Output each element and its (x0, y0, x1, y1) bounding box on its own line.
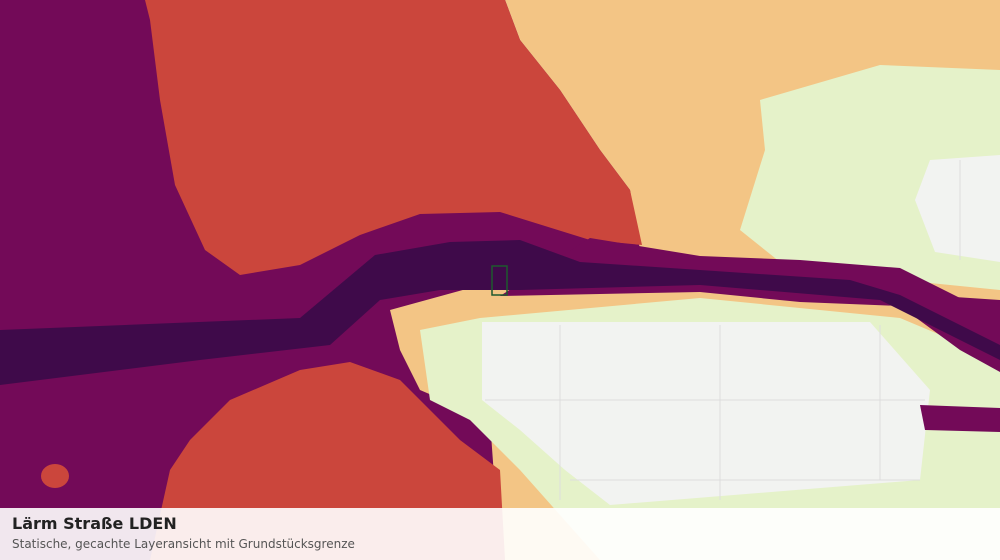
zone-gray (915, 155, 1000, 262)
zone-red (41, 464, 69, 488)
zone-gray (482, 322, 930, 505)
map-subtitle: Statische, gecachte Layeransicht mit Gru… (12, 537, 355, 551)
map-title: Lärm Straße LDEN (12, 514, 177, 533)
parcel-boundary (491, 265, 508, 296)
grid (485, 160, 961, 500)
caption: Lärm Straße LDEN Statische, gecachte Lay… (0, 508, 1000, 560)
zone-red (145, 0, 642, 275)
zone-purple (920, 405, 1000, 432)
zone-dark (0, 240, 1000, 385)
